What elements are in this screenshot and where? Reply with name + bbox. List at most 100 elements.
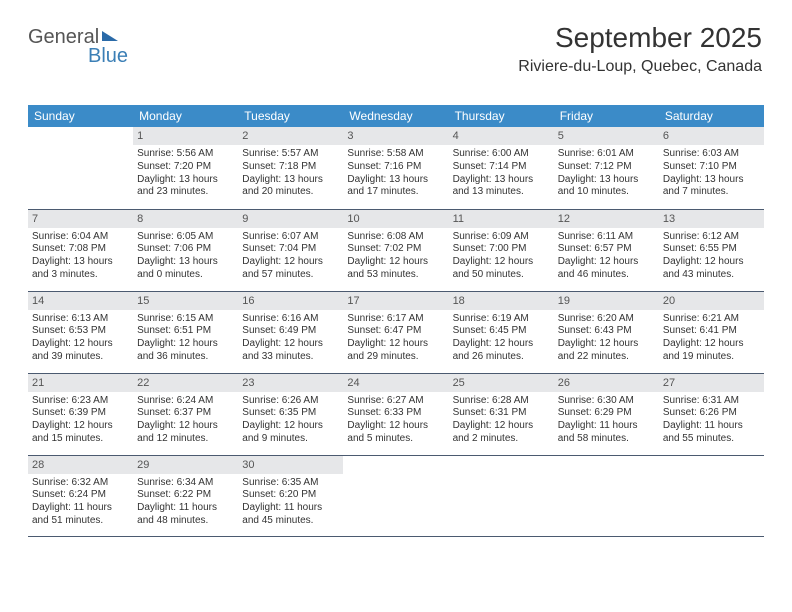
daylight-text: Daylight: 12 hours and 15 minutes. [32,420,129,446]
daylight-text: Daylight: 13 hours and 20 minutes. [242,174,339,200]
calendar-day-cell: 16Sunrise: 6:16 AMSunset: 6:49 PMDayligh… [238,291,343,373]
day-number: 10 [343,210,448,228]
daylight-text: Daylight: 12 hours and 12 minutes. [137,420,234,446]
sunset-text: Sunset: 6:43 PM [558,325,655,338]
day-number: 12 [554,210,659,228]
sunrise-text: Sunrise: 6:21 AM [663,313,760,326]
calendar-day-cell: 12Sunrise: 6:11 AMSunset: 6:57 PMDayligh… [554,209,659,291]
sunrise-text: Sunrise: 6:04 AM [32,231,129,244]
day-number: 11 [449,210,554,228]
sunset-text: Sunset: 6:29 PM [558,407,655,420]
calendar-table: Sunday Monday Tuesday Wednesday Thursday… [28,105,764,537]
day-number: 16 [238,292,343,310]
daylight-text: Daylight: 12 hours and 26 minutes. [453,338,550,364]
sunrise-text: Sunrise: 6:19 AM [453,313,550,326]
sunset-text: Sunset: 7:14 PM [453,161,550,174]
brand-part2: Blue [88,45,128,67]
sunrise-text: Sunrise: 6:01 AM [558,148,655,161]
sunrise-text: Sunrise: 6:08 AM [347,231,444,244]
calendar-day-cell: 20Sunrise: 6:21 AMSunset: 6:41 PMDayligh… [659,291,764,373]
day-number: 26 [554,374,659,392]
day-number: 17 [343,292,448,310]
calendar-day-cell: 9Sunrise: 6:07 AMSunset: 7:04 PMDaylight… [238,209,343,291]
calendar-day-cell: 14Sunrise: 6:13 AMSunset: 6:53 PMDayligh… [28,291,133,373]
day-number: 8 [133,210,238,228]
daylight-text: Daylight: 13 hours and 7 minutes. [663,174,760,200]
day-number: 25 [449,374,554,392]
calendar-week-row: 7Sunrise: 6:04 AMSunset: 7:08 PMDaylight… [28,209,764,291]
daylight-text: Daylight: 12 hours and 33 minutes. [242,338,339,364]
calendar-day-cell: 18Sunrise: 6:19 AMSunset: 6:45 PMDayligh… [449,291,554,373]
calendar-day-cell: 11Sunrise: 6:09 AMSunset: 7:00 PMDayligh… [449,209,554,291]
day-number: 15 [133,292,238,310]
calendar-day-cell [659,455,764,536]
weekday-header: Thursday [449,105,554,127]
calendar-day-cell: 13Sunrise: 6:12 AMSunset: 6:55 PMDayligh… [659,209,764,291]
calendar-day-cell: 4Sunrise: 6:00 AMSunset: 7:14 PMDaylight… [449,127,554,209]
daylight-text: Daylight: 11 hours and 45 minutes. [242,502,339,528]
sunset-text: Sunset: 6:55 PM [663,243,760,256]
calendar-day-cell [343,455,448,536]
daylight-text: Daylight: 13 hours and 10 minutes. [558,174,655,200]
calendar-day-cell: 21Sunrise: 6:23 AMSunset: 6:39 PMDayligh… [28,373,133,455]
sunset-text: Sunset: 7:06 PM [137,243,234,256]
calendar-day-cell [449,455,554,536]
calendar-day-cell: 22Sunrise: 6:24 AMSunset: 6:37 PMDayligh… [133,373,238,455]
calendar-day-cell: 19Sunrise: 6:20 AMSunset: 6:43 PMDayligh… [554,291,659,373]
daylight-text: Daylight: 12 hours and 43 minutes. [663,256,760,282]
day-number: 19 [554,292,659,310]
day-number: 3 [343,127,448,145]
daylight-text: Daylight: 12 hours and 29 minutes. [347,338,444,364]
sunrise-text: Sunrise: 6:26 AM [242,395,339,408]
daylight-text: Daylight: 11 hours and 51 minutes. [32,502,129,528]
day-number: 28 [28,456,133,474]
sunset-text: Sunset: 7:04 PM [242,243,339,256]
calendar-day-cell: 26Sunrise: 6:30 AMSunset: 6:29 PMDayligh… [554,373,659,455]
daylight-text: Daylight: 12 hours and 50 minutes. [453,256,550,282]
sunrise-text: Sunrise: 5:58 AM [347,148,444,161]
sunrise-text: Sunrise: 6:34 AM [137,477,234,490]
calendar-week-row: 28Sunrise: 6:32 AMSunset: 6:24 PMDayligh… [28,455,764,536]
sunset-text: Sunset: 6:47 PM [347,325,444,338]
calendar-day-cell: 25Sunrise: 6:28 AMSunset: 6:31 PMDayligh… [449,373,554,455]
calendar-day-cell: 15Sunrise: 6:15 AMSunset: 6:51 PMDayligh… [133,291,238,373]
sunset-text: Sunset: 6:31 PM [453,407,550,420]
sunset-text: Sunset: 7:20 PM [137,161,234,174]
sunset-text: Sunset: 7:18 PM [242,161,339,174]
calendar-day-cell: 23Sunrise: 6:26 AMSunset: 6:35 PMDayligh… [238,373,343,455]
sunrise-text: Sunrise: 6:28 AM [453,395,550,408]
daylight-text: Daylight: 12 hours and 57 minutes. [242,256,339,282]
day-number: 22 [133,374,238,392]
sunrise-text: Sunrise: 6:00 AM [453,148,550,161]
calendar-day-cell: 5Sunrise: 6:01 AMSunset: 7:12 PMDaylight… [554,127,659,209]
sunset-text: Sunset: 6:41 PM [663,325,760,338]
day-number: 21 [28,374,133,392]
calendar-day-cell: 8Sunrise: 6:05 AMSunset: 7:06 PMDaylight… [133,209,238,291]
daylight-text: Daylight: 13 hours and 17 minutes. [347,174,444,200]
day-number: 23 [238,374,343,392]
brand-logo: General Blue [28,26,128,68]
daylight-text: Daylight: 12 hours and 39 minutes. [32,338,129,364]
sunset-text: Sunset: 6:37 PM [137,407,234,420]
calendar-day-cell: 6Sunrise: 6:03 AMSunset: 7:10 PMDaylight… [659,127,764,209]
sunrise-text: Sunrise: 6:17 AM [347,313,444,326]
sunrise-text: Sunrise: 6:32 AM [32,477,129,490]
sunrise-text: Sunrise: 6:11 AM [558,231,655,244]
daylight-text: Daylight: 12 hours and 5 minutes. [347,420,444,446]
calendar-day-cell: 7Sunrise: 6:04 AMSunset: 7:08 PMDaylight… [28,209,133,291]
day-number: 27 [659,374,764,392]
daylight-text: Daylight: 12 hours and 22 minutes. [558,338,655,364]
sunrise-text: Sunrise: 6:30 AM [558,395,655,408]
sunset-text: Sunset: 7:08 PM [32,243,129,256]
sunset-text: Sunset: 6:35 PM [242,407,339,420]
sunrise-text: Sunrise: 6:09 AM [453,231,550,244]
weekday-header: Sunday [28,105,133,127]
sunset-text: Sunset: 6:26 PM [663,407,760,420]
weekday-header-row: Sunday Monday Tuesday Wednesday Thursday… [28,105,764,127]
day-number: 6 [659,127,764,145]
day-number: 4 [449,127,554,145]
weekday-header: Wednesday [343,105,448,127]
sunrise-text: Sunrise: 6:05 AM [137,231,234,244]
calendar-day-cell: 2Sunrise: 5:57 AMSunset: 7:18 PMDaylight… [238,127,343,209]
page-title: September 2025 [518,22,762,54]
